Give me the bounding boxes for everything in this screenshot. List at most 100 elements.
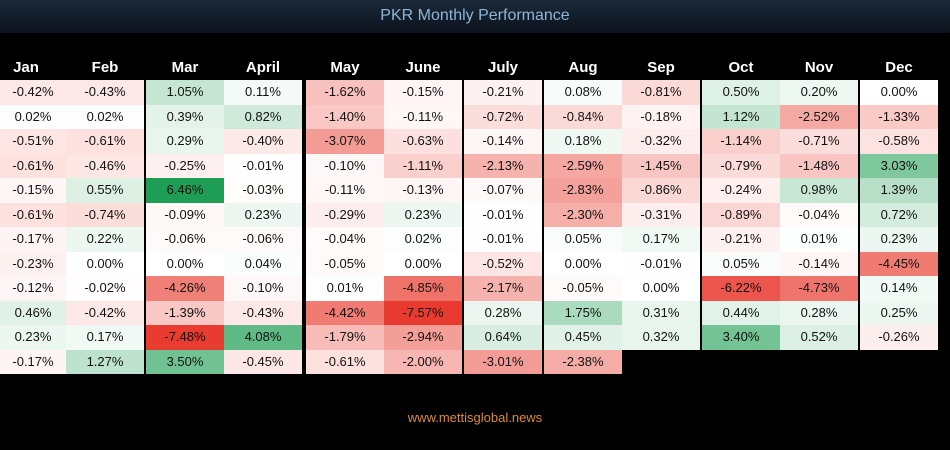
heatmap-cell: -0.12%	[0, 276, 66, 301]
heatmap-cell: 1.39%	[860, 178, 938, 203]
heatmap-cell: 0.50%	[702, 80, 780, 105]
heatmap-cell: 0.00%	[544, 251, 622, 276]
heatmap-cell: -0.11%	[384, 104, 462, 129]
heatmap-cell: 0.98%	[780, 178, 858, 203]
heatmap-cell: -0.40%	[224, 129, 302, 154]
heatmap-cell: -2.38%	[544, 349, 622, 374]
heatmap-cell: -0.02%	[66, 276, 144, 301]
month-header: May	[330, 59, 360, 76]
heatmap-cell: 0.29%	[146, 129, 224, 154]
heatmap-cell: -0.06%	[146, 227, 224, 252]
heatmap-cell: 0.64%	[464, 325, 542, 350]
heatmap-cell: -0.79%	[702, 153, 780, 178]
chart-title: PKR Monthly Performance	[380, 7, 570, 24]
heatmap-cell: -1.40%	[306, 104, 384, 129]
heatmap-cell: -2.83%	[544, 178, 622, 203]
heatmap-cell: -0.01%	[224, 153, 302, 178]
heatmap-cell: -0.01%	[464, 202, 542, 227]
heatmap-cell: 0.05%	[544, 227, 622, 252]
heatmap-cell: -0.84%	[544, 104, 622, 129]
heatmap-cell: 6.46%	[146, 178, 224, 203]
heatmap-cell: -1.39%	[146, 300, 224, 325]
heatmap-cell: 0.04%	[224, 251, 302, 276]
heatmap-cell: 0.28%	[780, 300, 858, 325]
heatmap-cell: 0.52%	[780, 325, 858, 350]
heatmap-cell: -0.17%	[0, 227, 66, 252]
heatmap-cell: -2.59%	[544, 153, 622, 178]
month-header: June	[405, 59, 441, 76]
heatmap-cell: -7.57%	[384, 300, 462, 325]
heatmap-cell: -0.51%	[0, 129, 66, 154]
heatmap-cell: 0.17%	[66, 325, 144, 350]
heatmap-cell: 0.00%	[66, 251, 144, 276]
heatmap-cell: 0.02%	[0, 104, 66, 129]
heatmap-cell: 0.82%	[224, 104, 302, 129]
month-header: Jan	[13, 59, 39, 76]
heatmap-cell: 0.45%	[544, 325, 622, 350]
heatmap-cell: 0.00%	[622, 276, 700, 301]
heatmap-cell: -0.52%	[464, 251, 542, 276]
heatmap-cell: -3.07%	[306, 129, 384, 154]
heatmap-cell: 0.18%	[544, 129, 622, 154]
title-bar: PKR Monthly Performance	[0, 0, 950, 33]
heatmap-cell: 3.03%	[860, 153, 938, 178]
heatmap-cell: -0.10%	[224, 276, 302, 301]
heatmap-cell: -0.61%	[0, 202, 66, 227]
heatmap-cell: -0.10%	[306, 153, 384, 178]
heatmap-cell: -0.01%	[464, 227, 542, 252]
heatmap-grid: -0.42% -0.43% 1.05% 0.11% -1.62% -0.15% -0.21%…	[0, 80, 950, 377]
heatmap-cell: 0.00%	[860, 80, 938, 105]
heatmap-cell: -0.45%	[224, 349, 302, 374]
heatmap-cell: -1.45%	[622, 153, 700, 178]
heatmap-cell: 0.00%	[146, 251, 224, 276]
heatmap-cell: -0.81%	[622, 80, 700, 105]
heatmap-cell: 0.39%	[146, 104, 224, 129]
heatmap-cell: 4.08%	[224, 325, 302, 350]
month-header: Nov	[804, 59, 834, 76]
heatmap-cell: -4.42%	[306, 300, 384, 325]
heatmap-cell: 3.50%	[146, 349, 224, 374]
month-header: Oct	[728, 59, 754, 76]
heatmap-cell: 0.32%	[622, 325, 700, 350]
heatmap-cell: -4.26%	[146, 276, 224, 301]
month-header: July	[487, 59, 518, 76]
footer-source: www.mettisglobal.news	[407, 410, 543, 425]
heatmap-cell: 0.72%	[860, 202, 938, 227]
heatmap-cell: -0.86%	[622, 178, 700, 203]
heatmap-cell: -0.43%	[66, 80, 144, 105]
month-header-row: Jan Feb Mar April May June July Aug Sep Oct Nov Dec	[0, 56, 950, 80]
heatmap-cell: 0.55%	[66, 178, 144, 203]
heatmap-cell: -0.03%	[224, 178, 302, 203]
heatmap-cell: -1.14%	[702, 129, 780, 154]
heatmap-cell: -0.06%	[224, 227, 302, 252]
heatmap-cell: 0.25%	[860, 300, 938, 325]
heatmap-cell: -2.52%	[780, 104, 858, 129]
heatmap-cell: 0.01%	[306, 276, 384, 301]
heatmap-cell: -4.45%	[860, 251, 938, 276]
heatmap-cell: -0.71%	[780, 129, 858, 154]
heatmap-cell: 0.00%	[384, 251, 462, 276]
heatmap-cell: -0.21%	[702, 227, 780, 252]
heatmap-cell: 0.08%	[544, 80, 622, 105]
heatmap-cell: 0.23%	[224, 202, 302, 227]
heatmap-cell: -0.43%	[224, 300, 302, 325]
heatmap-cell: 0.20%	[780, 80, 858, 105]
heatmap-cell: -0.15%	[384, 80, 462, 105]
heatmap-cell: 0.23%	[860, 227, 938, 252]
heatmap-cell: -4.73%	[780, 276, 858, 301]
heatmap-cell: -4.85%	[384, 276, 462, 301]
heatmap-cell: -0.07%	[464, 178, 542, 203]
month-header: Aug	[568, 59, 598, 76]
heatmap-cell: -0.61%	[66, 129, 144, 154]
heatmap-cell: 3.40%	[702, 325, 780, 350]
month-header: Sep	[647, 59, 675, 76]
heatmap-cell: -0.61%	[306, 349, 384, 374]
heatmap-cell: -0.42%	[0, 80, 66, 105]
heatmap-cell: -0.46%	[66, 153, 144, 178]
heatmap-cell: -0.63%	[384, 129, 462, 154]
heatmap-cell: -1.62%	[306, 80, 384, 105]
heatmap-cell: 0.46%	[0, 300, 66, 325]
month-header: Feb	[91, 59, 119, 76]
heatmap-cell: 0.17%	[622, 227, 700, 252]
heatmap-cell: -0.58%	[860, 129, 938, 154]
